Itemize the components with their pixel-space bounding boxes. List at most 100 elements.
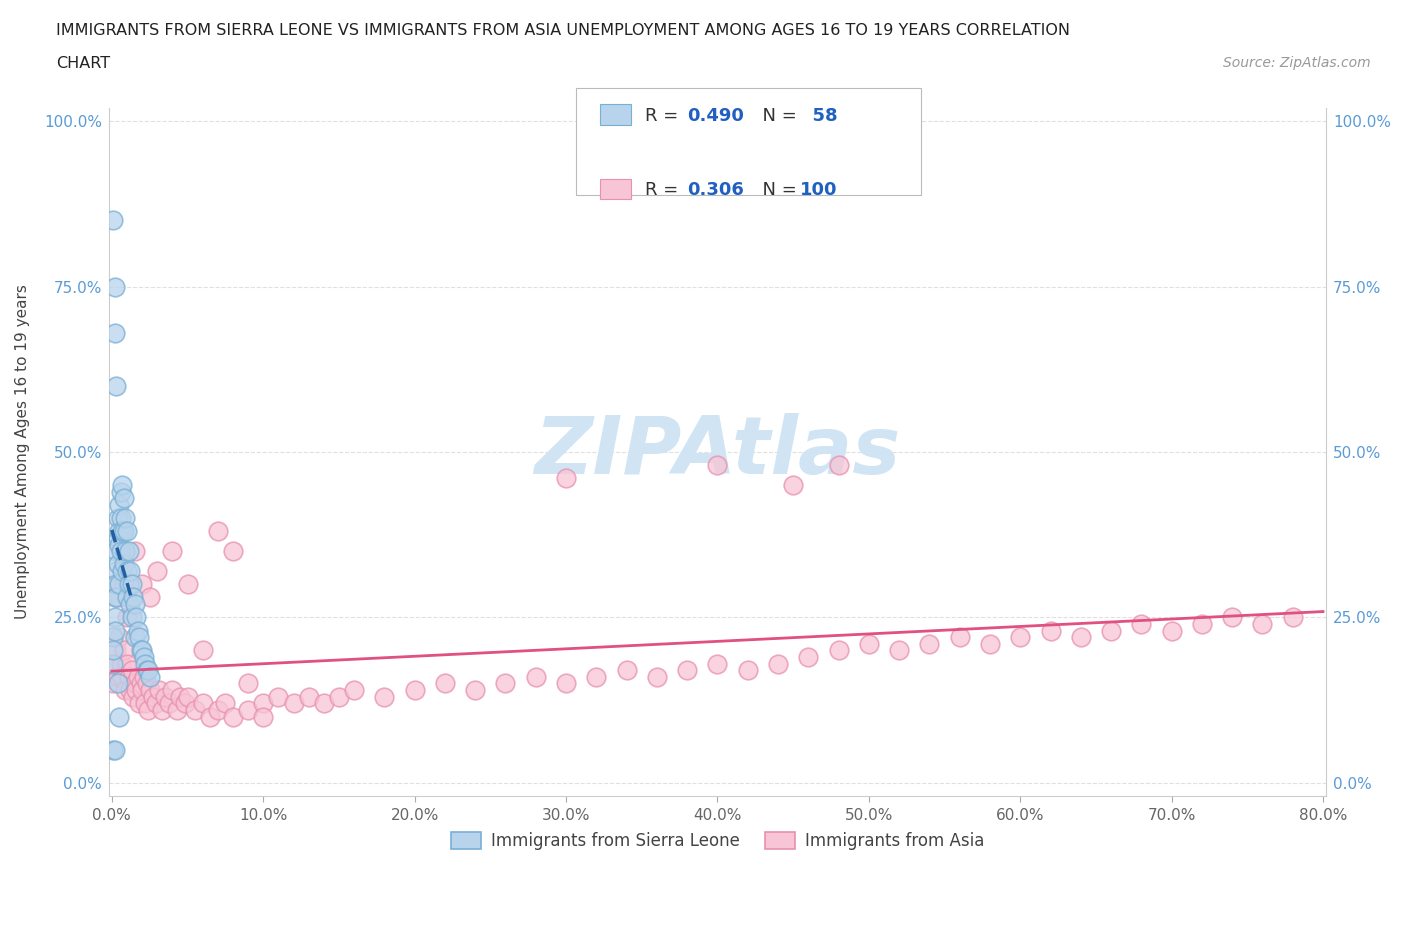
Point [827, 458, 849, 472]
Point [118, 597, 141, 612]
Point [176, 577, 198, 591]
Point [103, 213, 125, 228]
Point [107, 676, 129, 691]
Point [222, 709, 245, 724]
Text: N =: N = [751, 107, 803, 125]
Point [135, 663, 157, 678]
Point [110, 511, 132, 525]
Point [979, 636, 1001, 651]
Point [108, 524, 131, 538]
Point [136, 663, 159, 678]
Point [108, 590, 131, 604]
Point [125, 683, 148, 698]
Point [524, 670, 547, 684]
Point [495, 676, 517, 691]
Point [107, 670, 129, 684]
Point [207, 702, 229, 717]
Point [115, 564, 138, 578]
Point [118, 564, 141, 578]
Point [131, 577, 153, 591]
Point [108, 577, 131, 591]
Point [433, 676, 456, 691]
Point [114, 511, 136, 525]
Point [108, 709, 131, 724]
Point [737, 663, 759, 678]
Point [103, 657, 125, 671]
Point [1281, 610, 1303, 625]
Text: IMMIGRANTS FROM SIERRA LEONE VS IMMIGRANTS FROM ASIA UNEMPLOYMENT AMONG AGES 16 : IMMIGRANTS FROM SIERRA LEONE VS IMMIGRAN… [56, 23, 1070, 38]
Text: R =: R = [645, 181, 685, 199]
Point [108, 538, 131, 552]
Point [138, 590, 160, 604]
Point [1160, 623, 1182, 638]
Point [117, 544, 139, 559]
Point [112, 524, 135, 538]
Point [117, 577, 139, 591]
Point [134, 696, 156, 711]
Point [111, 670, 134, 684]
Point [112, 643, 135, 658]
Point [127, 670, 149, 684]
Point [105, 564, 128, 578]
Point [173, 696, 195, 711]
Point [1251, 617, 1274, 631]
Text: 100: 100 [800, 181, 838, 199]
Point [150, 702, 173, 717]
Point [312, 696, 335, 711]
Point [122, 689, 145, 704]
Point [918, 636, 941, 651]
Point [464, 683, 486, 698]
Point [1220, 610, 1243, 625]
Legend: Immigrants from Sierra Leone, Immigrants from Asia: Immigrants from Sierra Leone, Immigrants… [444, 825, 991, 857]
Point [191, 643, 214, 658]
Text: R =: R = [645, 107, 685, 125]
Point [104, 326, 127, 340]
Text: Source: ZipAtlas.com: Source: ZipAtlas.com [1223, 56, 1371, 70]
Point [111, 524, 134, 538]
Point [111, 564, 134, 578]
Point [676, 663, 699, 678]
Point [105, 379, 128, 393]
Point [103, 643, 125, 658]
Point [132, 670, 155, 684]
Point [122, 590, 145, 604]
Text: 58: 58 [800, 107, 838, 125]
Point [191, 696, 214, 711]
Point [138, 683, 160, 698]
Point [115, 657, 138, 671]
Point [766, 657, 789, 671]
Point [404, 683, 426, 698]
Point [343, 683, 366, 698]
Point [142, 689, 165, 704]
Point [1191, 617, 1213, 631]
Point [128, 696, 150, 711]
Point [114, 544, 136, 559]
Point [112, 557, 135, 572]
Point [136, 702, 159, 717]
Point [207, 524, 229, 538]
Point [108, 498, 131, 512]
Point [1070, 630, 1092, 644]
Point [162, 544, 184, 559]
Point [169, 689, 191, 704]
Point [585, 670, 607, 684]
Point [104, 657, 127, 671]
Point [555, 676, 578, 691]
Point [107, 511, 129, 525]
Point [131, 683, 153, 698]
Point [114, 683, 136, 698]
Point [129, 676, 152, 691]
Point [117, 670, 139, 684]
Point [200, 709, 222, 724]
Point [110, 485, 132, 499]
Point [107, 530, 129, 545]
Point [127, 623, 149, 638]
Point [298, 689, 321, 704]
Point [104, 279, 127, 294]
Point [111, 478, 134, 493]
Point [121, 663, 143, 678]
Point [555, 471, 578, 485]
Point [121, 610, 143, 625]
Point [157, 696, 180, 711]
Point [107, 557, 129, 572]
